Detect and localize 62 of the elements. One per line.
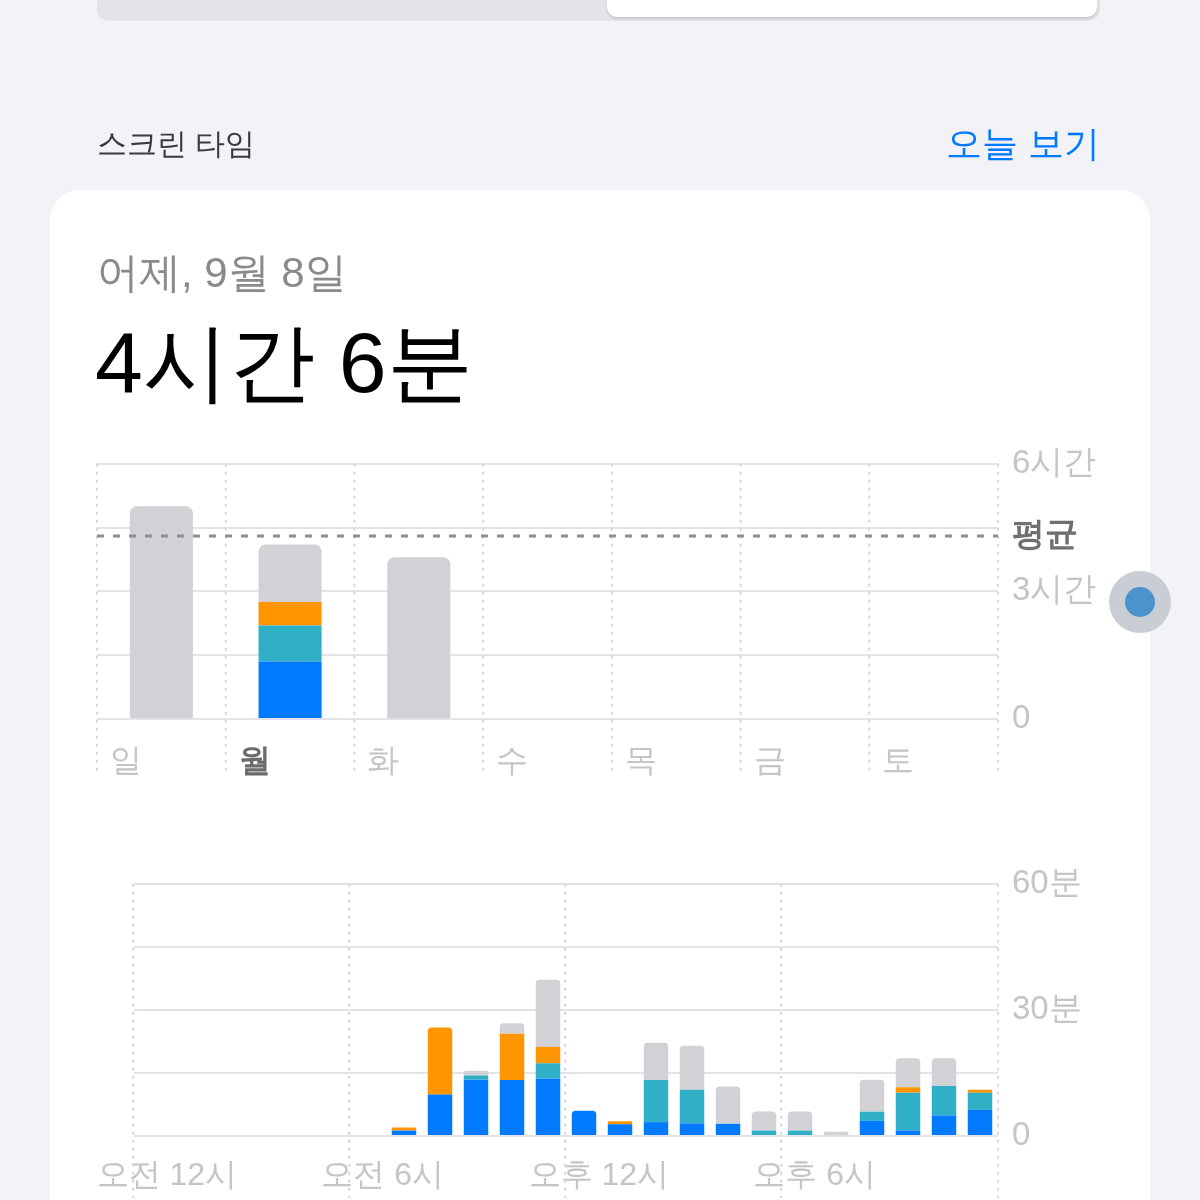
bar xyxy=(258,544,322,603)
bar xyxy=(859,1120,885,1135)
bar xyxy=(463,1079,489,1135)
bar xyxy=(931,1085,957,1116)
bar xyxy=(715,1086,741,1124)
y-tick-label: 0 xyxy=(1012,698,1031,736)
bar xyxy=(967,1092,993,1110)
x-tick-label: 오전 12시 xyxy=(96,1156,238,1193)
y-tick-label: 60분 xyxy=(1012,862,1082,900)
bar xyxy=(679,1045,705,1090)
bar xyxy=(463,1075,489,1080)
x-tick-label: 일 xyxy=(110,742,142,779)
bar xyxy=(535,979,561,1047)
x-tick-label: 수 xyxy=(496,742,529,779)
bar xyxy=(643,1042,669,1081)
bar xyxy=(859,1079,885,1112)
bar xyxy=(258,661,322,718)
chart-title: 4시간 6분 xyxy=(95,313,473,412)
text: 스크린 타임 xyxy=(97,126,256,162)
ref-line-label: 평균 xyxy=(1012,515,1078,553)
y-tick-label: 3시간 xyxy=(1012,570,1097,608)
bar xyxy=(535,1046,561,1064)
bar xyxy=(895,1087,921,1093)
bar xyxy=(129,506,193,718)
bar xyxy=(715,1123,741,1135)
x-tick-label: 화 xyxy=(367,742,400,779)
bar xyxy=(499,1080,525,1135)
bar xyxy=(895,1092,921,1131)
bar xyxy=(931,1058,957,1086)
x-tick-label: 오후 6시 xyxy=(753,1156,877,1193)
bar xyxy=(535,1078,561,1135)
text: 오늘 보기 xyxy=(945,122,1100,166)
bar xyxy=(787,1111,813,1131)
bar xyxy=(499,1023,525,1034)
x-tick-label: 목 xyxy=(624,742,657,779)
x-tick-label: 월 xyxy=(238,742,271,779)
bar xyxy=(751,1111,777,1131)
chart-subtitle: 어제, 9월 8일 xyxy=(97,248,347,298)
bar xyxy=(499,1033,525,1081)
bar xyxy=(387,557,451,718)
y-tick-label: 0 xyxy=(1012,1115,1031,1153)
bar xyxy=(643,1080,669,1123)
bar xyxy=(967,1109,993,1135)
bar xyxy=(859,1111,885,1121)
y-tick-label: 30분 xyxy=(1012,988,1082,1026)
bar xyxy=(258,602,322,626)
y-tick-label: 6시간 xyxy=(1012,442,1097,480)
bar xyxy=(931,1115,957,1135)
bar xyxy=(679,1089,705,1124)
bar xyxy=(895,1058,921,1088)
bar xyxy=(607,1124,633,1135)
bar xyxy=(571,1110,597,1135)
bar xyxy=(427,1027,453,1095)
bar xyxy=(427,1094,453,1135)
x-tick-label: 금 xyxy=(753,742,786,779)
bar xyxy=(535,1063,561,1079)
bar xyxy=(643,1122,669,1135)
x-tick-label: 토 xyxy=(882,742,915,779)
x-tick-label: 오후 12시 xyxy=(528,1156,670,1193)
x-tick-label: 오전 6시 xyxy=(321,1156,445,1193)
bar xyxy=(258,625,322,662)
bar xyxy=(679,1123,705,1135)
